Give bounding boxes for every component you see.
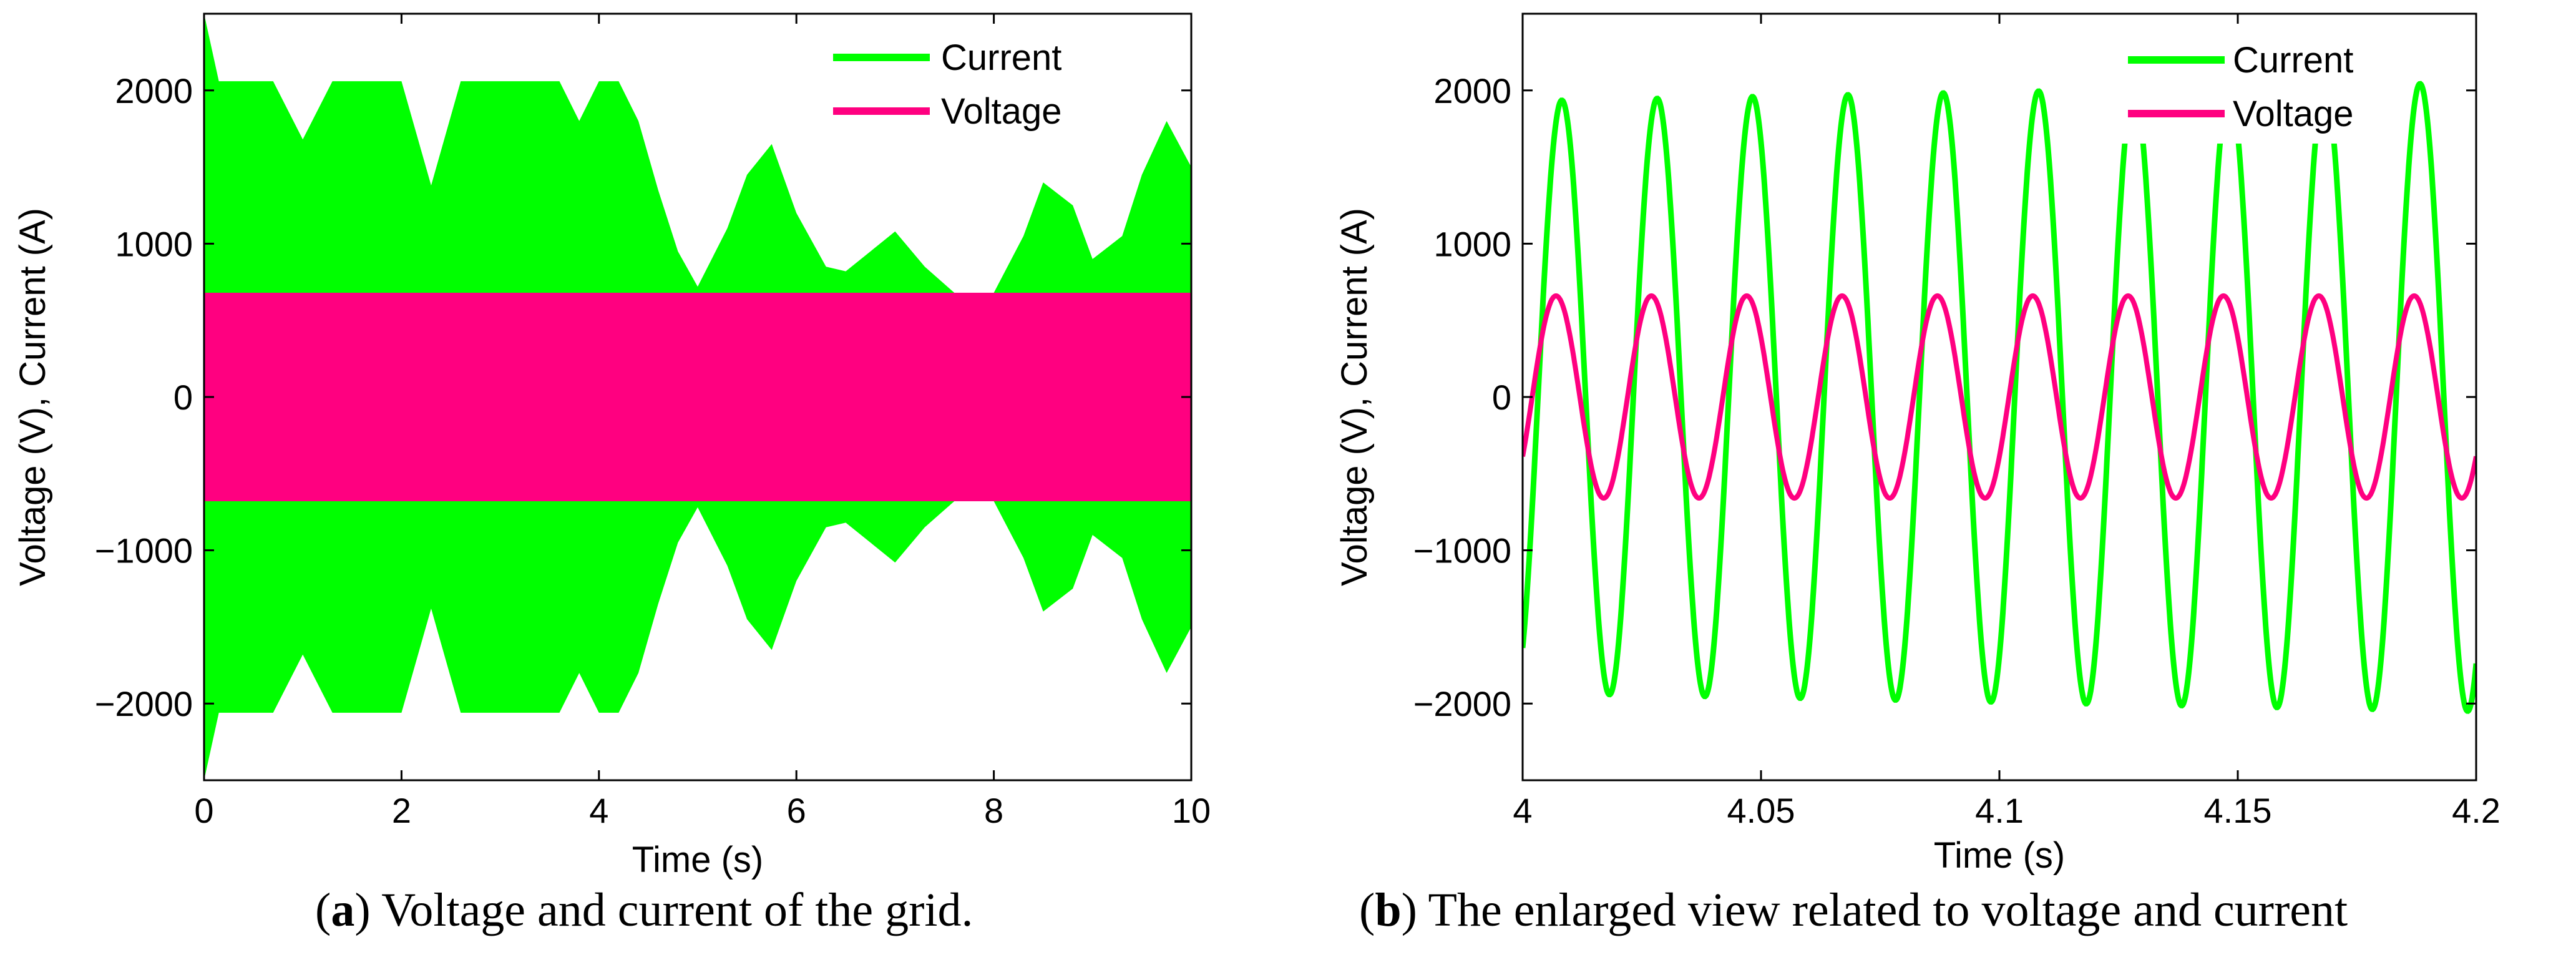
y-tick-label: 2000 — [115, 71, 193, 110]
x-tick-label: 4.05 — [1727, 791, 1795, 830]
x-tick-label: 8 — [984, 791, 1003, 830]
caption-b-letter: b — [1375, 884, 1402, 936]
chart-panel-b: −2000 −1000 0 1000 2000 4 4.05 4.1 4.15 4.2 Curr… — [1334, 12, 2500, 876]
x-tick-label: 4.1 — [1975, 791, 2024, 830]
y-tick-label: 1000 — [1433, 224, 1511, 263]
x-tick-label: 2 — [392, 791, 411, 830]
x-tick-label: 6 — [787, 791, 806, 830]
plot-frame-b — [1521, 12, 2477, 781]
x-tick-label: 4.2 — [2452, 791, 2500, 830]
y-tick-label: −1000 — [95, 531, 193, 571]
plot-frame-a — [203, 12, 1193, 781]
x-tick-label: 4 — [1513, 791, 1532, 830]
y-tick-label: −2000 — [95, 684, 193, 723]
y-tick-label: 2000 — [1433, 71, 1511, 110]
x-tick-label: 0 — [194, 791, 213, 830]
voltage-series-line — [1523, 293, 2476, 501]
x-tick-label: 10 — [1172, 791, 1211, 830]
y-axis-label-b: Voltage (V), Current (A) — [1334, 208, 1375, 586]
legend-a: Current Voltage — [833, 37, 1062, 132]
x-axis-label-b: Time (s) — [1934, 835, 2065, 876]
current-series-line — [1523, 81, 2476, 714]
x-tick-label: 4 — [589, 791, 608, 830]
caption-a-letter: a — [331, 884, 355, 936]
legend-b: Current Voltage — [2119, 31, 2399, 144]
x-tick-label: 4.15 — [2204, 791, 2272, 830]
caption-b: (b) The enlarged view related to voltage… — [1359, 884, 2348, 936]
x-axis-label-a: Time (s) — [632, 840, 763, 880]
y-tick-label: −1000 — [1413, 531, 1511, 571]
voltage-series-band — [204, 292, 1191, 502]
caption-a-text: Voltage and current of the grid. — [381, 884, 973, 936]
legend-voltage-label: Voltage — [2233, 94, 2354, 134]
y-tick-label: 1000 — [115, 224, 193, 263]
y-tick-label: 0 — [1492, 378, 1511, 417]
legend-b-background — [2119, 31, 2399, 144]
legend-voltage-label: Voltage — [941, 91, 1062, 132]
chart-panel-a: −2000 −1000 0 1000 2000 0 2 4 6 8 10 Current Volt… — [12, 12, 1211, 880]
y-tick-label: −2000 — [1413, 684, 1511, 723]
caption-b-text: The enlarged view related to voltage and… — [1428, 884, 2348, 936]
legend-current-label: Current — [941, 37, 1061, 78]
legend-current-label: Current — [2233, 40, 2353, 81]
y-axis-label-a: Voltage (V), Current (A) — [12, 208, 53, 586]
caption-a: (a) Voltage and current of the grid. — [315, 884, 973, 936]
y-tick-label: 0 — [173, 378, 193, 417]
